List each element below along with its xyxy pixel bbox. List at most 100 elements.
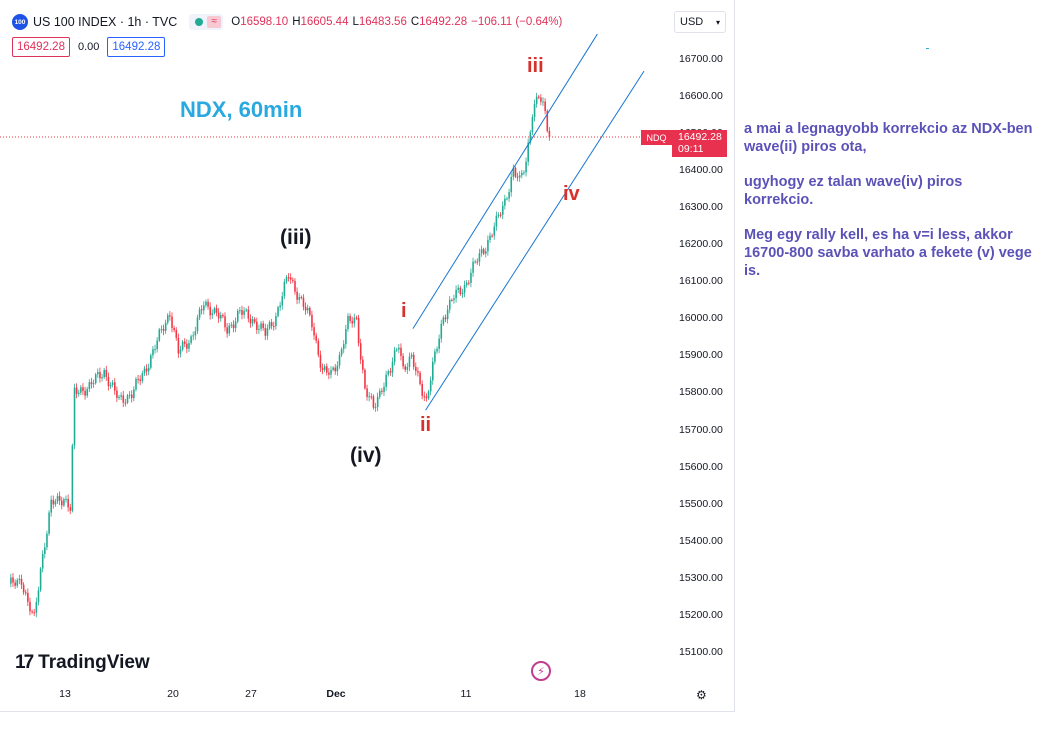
- candle-up[interactable]: [258, 328, 260, 330]
- candle-down[interactable]: [292, 279, 294, 282]
- candle-up[interactable]: [16, 580, 19, 586]
- candle-down[interactable]: [362, 359, 364, 370]
- candle-up[interactable]: [54, 501, 57, 505]
- candle-up[interactable]: [213, 308, 216, 314]
- candle-up[interactable]: [234, 321, 237, 329]
- candle-up[interactable]: [455, 289, 457, 299]
- candle-down[interactable]: [130, 394, 133, 399]
- candle-up[interactable]: [118, 396, 120, 398]
- candle-down[interactable]: [226, 327, 228, 334]
- candle-up[interactable]: [37, 590, 40, 602]
- wave-label-i-red[interactable]: i: [401, 300, 407, 322]
- candle-up[interactable]: [245, 309, 248, 311]
- candle-up[interactable]: [383, 386, 385, 392]
- candle-up[interactable]: [535, 96, 538, 104]
- candle-up[interactable]: [10, 577, 12, 584]
- candle-up[interactable]: [345, 329, 347, 345]
- candle-up[interactable]: [35, 601, 38, 613]
- candle-up[interactable]: [518, 175, 521, 178]
- candle-up[interactable]: [39, 568, 42, 591]
- candle-down[interactable]: [309, 307, 311, 315]
- candle-up[interactable]: [128, 394, 131, 396]
- candle-up[interactable]: [160, 329, 163, 331]
- candle-down[interactable]: [319, 354, 322, 368]
- candle-up[interactable]: [236, 310, 239, 322]
- candle-down[interactable]: [402, 355, 404, 367]
- candle-up[interactable]: [156, 340, 158, 350]
- candle-down[interactable]: [423, 395, 426, 397]
- candle-down[interactable]: [296, 291, 298, 300]
- candle-up[interactable]: [266, 328, 269, 336]
- candle-down[interactable]: [273, 326, 275, 328]
- candle-up[interactable]: [251, 319, 254, 324]
- candle-up[interactable]: [525, 161, 527, 173]
- channel-trend-line[interactable]: [412, 33, 598, 329]
- wave-label-iii-red[interactable]: iii: [527, 55, 544, 77]
- candle-down[interactable]: [311, 314, 313, 328]
- candle-up[interactable]: [501, 205, 504, 215]
- market-status[interactable]: ≈: [189, 14, 224, 30]
- candle-up[interactable]: [527, 142, 529, 162]
- candle-up[interactable]: [230, 324, 233, 326]
- candle-up[interactable]: [440, 323, 443, 339]
- candle-up[interactable]: [243, 310, 245, 315]
- candle-down[interactable]: [400, 347, 402, 356]
- candle-up[interactable]: [379, 390, 381, 397]
- candle-up[interactable]: [385, 374, 387, 387]
- candle-up[interactable]: [77, 392, 80, 394]
- candle-up[interactable]: [342, 344, 345, 350]
- candle-up[interactable]: [493, 226, 496, 236]
- candle-down[interactable]: [177, 337, 180, 354]
- candle-up[interactable]: [188, 343, 190, 349]
- candle-down[interactable]: [173, 328, 175, 330]
- candle-up[interactable]: [461, 292, 464, 294]
- candle-up[interactable]: [406, 366, 409, 370]
- candle-up[interactable]: [260, 323, 262, 329]
- candle-down[interactable]: [304, 306, 307, 311]
- candle-down[interactable]: [302, 297, 305, 307]
- candle-up[interactable]: [277, 307, 279, 317]
- candle-up[interactable]: [336, 365, 339, 372]
- candle-up[interactable]: [353, 317, 356, 324]
- candle-down[interactable]: [412, 354, 415, 367]
- candle-down[interactable]: [516, 176, 519, 178]
- candle-up[interactable]: [194, 331, 197, 336]
- candle-down[interactable]: [139, 379, 142, 381]
- candle-down[interactable]: [58, 495, 61, 501]
- candle-down[interactable]: [52, 499, 55, 505]
- candle-down[interactable]: [317, 340, 320, 355]
- candle-up[interactable]: [332, 367, 334, 371]
- candle-down[interactable]: [209, 306, 211, 316]
- candle-up[interactable]: [198, 309, 201, 318]
- candle-up[interactable]: [306, 307, 309, 311]
- candle-up[interactable]: [196, 317, 199, 332]
- candle-up[interactable]: [103, 369, 105, 378]
- candle-down[interactable]: [364, 369, 366, 389]
- currency-select[interactable]: USD ▾: [674, 11, 726, 33]
- candle-up[interactable]: [368, 396, 370, 398]
- price-chart[interactable]: [0, 0, 735, 712]
- candle-up[interactable]: [510, 176, 513, 193]
- candle-up[interactable]: [179, 349, 182, 354]
- candle-up[interactable]: [71, 445, 74, 511]
- candle-up[interactable]: [281, 296, 284, 306]
- candle-up[interactable]: [531, 117, 534, 133]
- candle-down[interactable]: [232, 324, 235, 329]
- chart-annotation-title[interactable]: NDX, 60min: [180, 97, 303, 122]
- candle-up[interactable]: [512, 167, 515, 177]
- candle-up[interactable]: [158, 329, 161, 341]
- candle-up[interactable]: [268, 322, 271, 329]
- candle-up[interactable]: [470, 272, 472, 283]
- candle-down[interactable]: [61, 500, 63, 506]
- candle-down[interactable]: [171, 316, 173, 329]
- candle-up[interactable]: [487, 239, 489, 252]
- candle-down[interactable]: [256, 321, 258, 330]
- candle-down[interactable]: [538, 96, 540, 98]
- candle-up[interactable]: [94, 374, 97, 384]
- candle-up[interactable]: [508, 192, 510, 199]
- chart-frame[interactable]: 100 US 100 INDEX · 1h · TVC ≈ O16598.10 H…: [0, 0, 735, 712]
- candle-up[interactable]: [205, 301, 207, 306]
- candle-down[interactable]: [482, 249, 485, 254]
- candle-down[interactable]: [222, 315, 224, 317]
- lightning-icon[interactable]: ⚡: [531, 661, 551, 681]
